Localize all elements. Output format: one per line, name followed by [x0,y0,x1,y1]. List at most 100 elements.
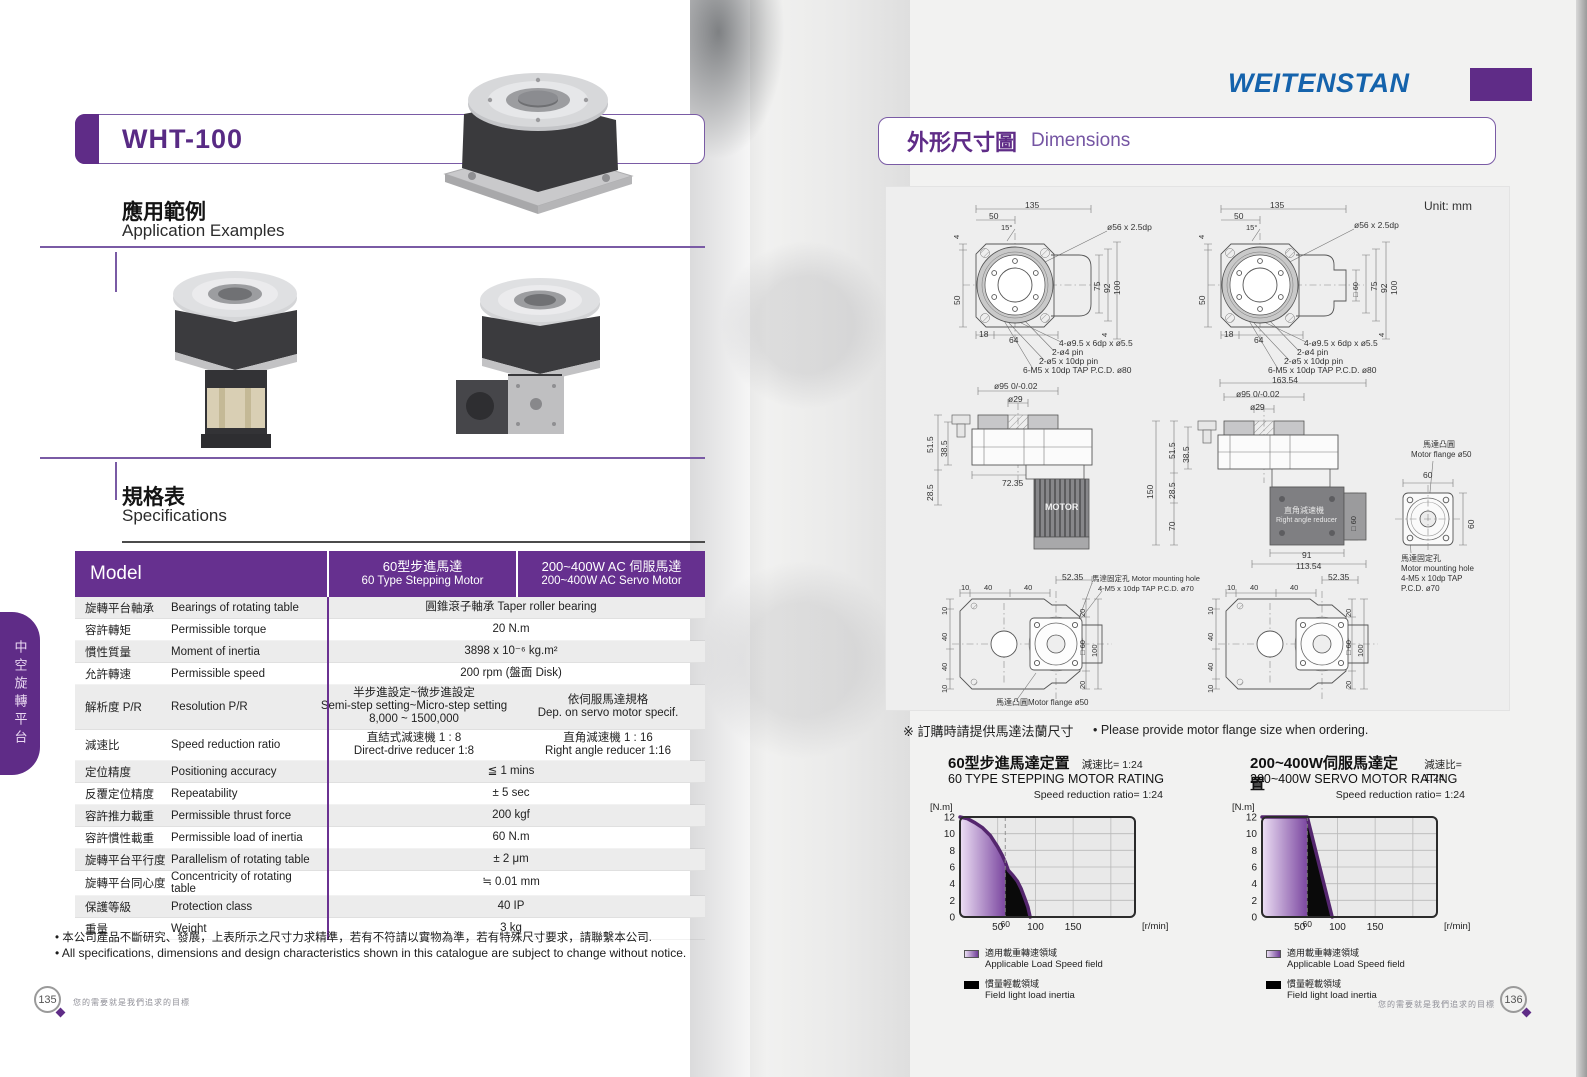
spec-value: 20 N.m [317,619,705,640]
spec-label-en: Permissible thrust force [171,809,292,822]
svg-text:4: 4 [1251,879,1257,890]
page-number-left: 135 [34,986,61,1013]
dimension-label: 28.5 [1167,482,1177,499]
dimension-label: 18 [1224,329,1234,339]
chart-ratio-label: 減速比= 1:24 [1081,759,1143,771]
spec-label-en: Bearings of rotating table [171,601,299,614]
dimension-label: 6-M5 x 10dp TAP P.C.D. ø80 [1268,365,1377,375]
dimension-label: 60 [1423,470,1433,480]
section-title-application-en: Application Examples [122,221,285,240]
spec-value-cell: 200 rpm (盤面 Disk) [460,666,562,679]
product-photo-stepping-motor [173,271,297,448]
dimension-label: 72.35 [1002,478,1024,488]
dimension-label: 40 [1206,662,1215,671]
dimension-label: 135 [1270,200,1285,210]
chart-legend: 適用載重轉速領域 Applicable Load Speed field 慣量輕載領… [1266,948,1485,1002]
section-title-specs-zh: 規格表 [122,486,185,509]
page-fold-shadow [690,0,910,1077]
dimension-label: 4 [1100,332,1109,337]
dimension-label: 50 [1234,211,1244,221]
svg-text:150: 150 [1065,922,1082,933]
legend-swatch-gradient [1266,950,1281,958]
spec-row: 減速比 Speed reduction ratio 直結式減速機 1 : 8 Dire… [75,730,705,762]
chart-title-en: 200~400W SERVO MOTOR RATING [1250,772,1458,786]
spec-header-col2: 200~400W AC 伺服馬達 200~400W AC Servo Motor [516,551,705,597]
legend-label-en: Applicable Load Speed field [985,959,1103,971]
chart-title-zh: 60型步進馬達定置 [948,755,1070,772]
spec-value: 40 IP [317,896,705,917]
spec-label-en: Protection class [171,900,253,913]
spec-value: 200 kgf [317,805,705,826]
dimension-label: 28.5 [925,484,935,501]
footer-slogan-left: 您的需要就是我們追求的目標 [73,998,190,1007]
spec-value-cell: 直角減速機 1 : 16 Right angle reducer 1:16 [545,731,671,757]
dimension-label: MOTOR [1045,502,1079,512]
dimension-label: 2-ø5 x 10dp pin [1039,356,1099,366]
spec-label-en: Weight [171,922,207,935]
spec-label-zh: 慣性質量 [85,646,131,659]
footnote-en: • All specifications, dimensions and des… [55,946,687,960]
svg-text:10: 10 [944,829,956,840]
spec-label-en: Parallelism of rotating table [171,853,310,866]
chart-servo-motor-rating: 200~400W伺服馬達定置 減速比= 1:24 200~400W SERVO … [1230,752,1485,1010]
svg-text:6: 6 [1251,863,1257,874]
dimension-label: 20 [1344,680,1353,689]
chart-plot-area: 12 10 8 6 4 2 0 50 60 100 150 [r/min] [1230,813,1485,942]
dimension-label: 4-M5 x 10dp TAP P.C.D. ø70 [1098,584,1194,593]
spec-value: ± 2 μm [317,849,705,870]
dimension-label: 38.5 [939,440,949,457]
drawing-motor-flange: 馬達凸圓 Motor flange ø50 60 60 馬達固定孔 Motor mount… [1381,415,1509,620]
spec-value: 直結式減速機 1 : 8 Direct-drive reducer 1:8 直角減速… [317,730,705,760]
dimension-label: 60 [1466,519,1476,529]
dimension-label: 40 [984,583,993,592]
dimension-label: 4-ø9.5 x 6dp x ø5.5 [1059,338,1133,348]
spec-header-model: Model [90,563,142,584]
dimension-label: 4 [952,234,961,239]
dimension-label: 64 [1254,335,1264,345]
svg-text:0: 0 [949,913,955,924]
spec-value-cell: 圓錐滾子軸承 Taper roller bearing [425,600,597,613]
chart-title-zh: 200~400W伺服馬達定置 [1250,755,1398,793]
spec-value: 200 rpm (盤面 Disk) [317,663,705,684]
drawing-side-view-right: 163.54 ø95 0/-0.02 ø29 150 51.5 38.5 28.5 70 直角減… [1144,373,1399,608]
dimension-label: 2-ø5 x 10dp pin [1284,356,1344,366]
spec-label-en: Permissible torque [171,623,267,636]
spec-row: 允許轉速 Permissible speed 200 rpm (盤面 Disk) [75,663,705,685]
dimension-label: 40 [940,662,949,671]
table-top-rule [122,541,705,543]
dimension-label: 163.54 [1272,375,1298,385]
dimension-label: 150 [1145,484,1155,499]
spec-value: 圓錐滾子軸承 Taper roller bearing [317,597,705,618]
spec-label-en: Resolution P/R [171,700,248,713]
divider-line [40,246,705,248]
spec-header-col1-zh: 60型步進馬達 [382,558,463,574]
gear-watermark-circle [700,560,900,760]
chart-title-row: 200~400W伺服馬達定置 減速比= 1:24 [1250,752,1485,793]
spec-label-en: Speed reduction ratio [171,738,281,751]
spec-value: 60 N.m [317,827,705,848]
legend-label-zh: 適用載重轉速領域 [1287,948,1360,958]
spec-value-cell: 40 IP [497,899,525,912]
spec-value-cell: 3898 x 10⁻⁶ kg.m² [464,644,558,657]
legend-swatch-black [964,981,979,990]
dimension-label: ø29 [1250,402,1265,412]
spec-row: 定位精度 Positioning accuracy ≦ 1 mins [75,761,705,784]
spec-label-zh: 減速比 [85,739,120,752]
dimension-label: 4 [1197,234,1206,239]
spec-value: ≒ 0.01 mm [317,871,705,895]
section-title-specs-en: Specifications [122,506,227,525]
dimension-label: ø29 [1008,394,1023,404]
table-divider-line [327,597,329,941]
dimension-label: 15° [1246,223,1258,232]
spec-value: 3898 x 10⁻⁶ kg.m² [317,641,705,662]
legend-label-en: Field light load inertia [985,990,1075,1002]
dimension-label: 馬達凸圓Motor flange ø50 [996,698,1089,707]
divider-line [40,457,705,459]
chart-title-en: 60 TYPE STEPPING MOTOR RATING [948,772,1165,786]
dimension-label: 10 [940,684,949,693]
spec-row: 保護等級 Protection class 40 IP [75,896,705,919]
dimension-label: 51.5 [1167,442,1177,459]
page-edge-shadow [1576,0,1587,1077]
svg-text:12: 12 [944,813,956,824]
dimension-label: 113.54 [1296,561,1322,571]
